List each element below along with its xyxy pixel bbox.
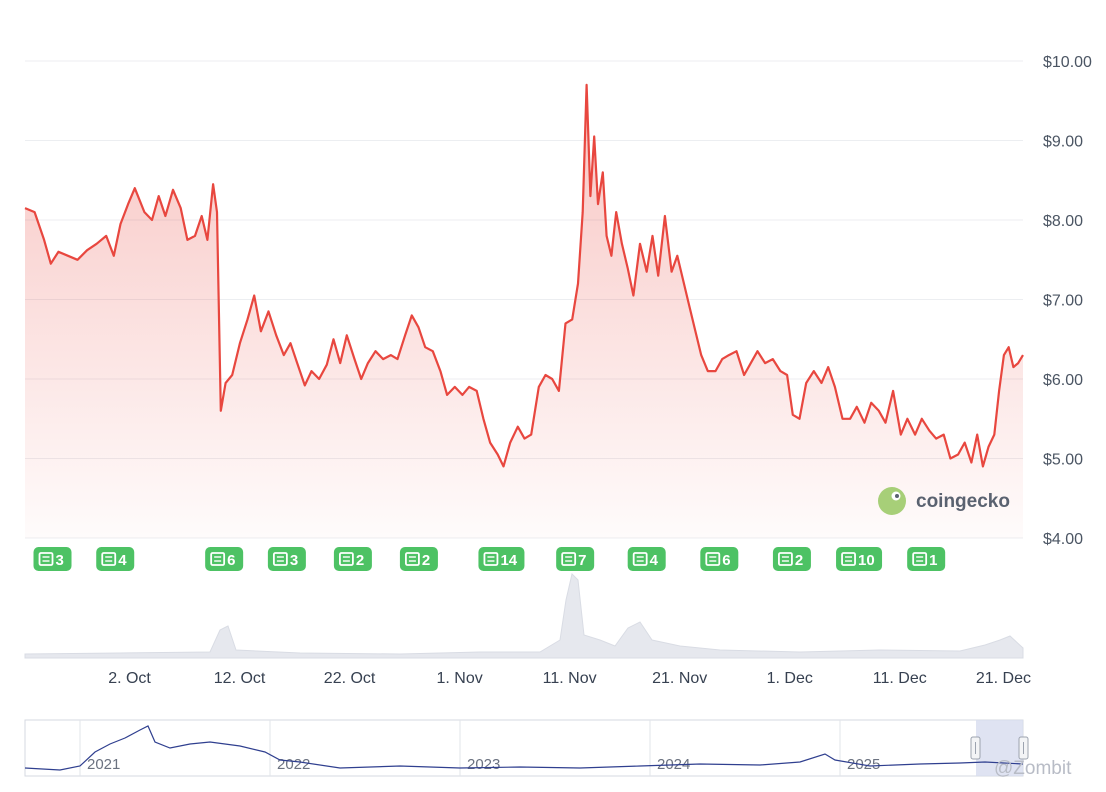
news-badge[interactable]: 2	[772, 547, 811, 571]
news-badges: 3 4 6 3 2 2 14 7 4 6 2 10 1	[33, 547, 946, 571]
news-badge-count: 10	[858, 552, 875, 569]
navigator-year-label: 2022	[277, 756, 310, 773]
x-tick-label: 1. Nov	[437, 670, 483, 687]
y-tick-label: $7.00	[1043, 293, 1083, 310]
x-tick-label: 21. Nov	[652, 670, 707, 687]
news-badge[interactable]: 2	[333, 547, 372, 571]
x-tick-label: 11. Nov	[543, 670, 597, 687]
navigator-selection[interactable]	[976, 720, 1023, 776]
news-badge[interactable]: 4	[96, 547, 135, 571]
news-badge-count: 2	[356, 552, 364, 569]
navigator-line	[24, 725, 1024, 771]
news-badge-count: 4	[650, 552, 659, 569]
news-badge-count: 3	[290, 552, 298, 569]
news-badge[interactable]: 14	[478, 547, 525, 571]
news-badge-count: 2	[422, 552, 430, 569]
news-badge-count: 1	[929, 552, 937, 569]
x-tick-label: 1. Dec	[767, 670, 813, 687]
news-badge-count: 4	[118, 552, 127, 569]
time-navigator[interactable]: 2021 2022 2023 2024 2025	[24, 719, 1029, 777]
volume-area	[24, 573, 1024, 659]
y-tick-label: $5.00	[1043, 452, 1083, 469]
coingecko-logo: coingecko	[878, 487, 1010, 515]
newspaper-icon	[272, 552, 288, 566]
newspaper-icon	[632, 552, 648, 566]
gecko-icon	[878, 487, 906, 515]
newspaper-icon	[778, 552, 793, 566]
price-area	[25, 84, 1023, 539]
y-tick-label: $6.00	[1043, 372, 1083, 389]
y-axis: $10.00 $9.00 $8.00 $7.00 $6.00 $5.00 $4.00	[1043, 54, 1092, 548]
y-tick-label: $8.00	[1043, 213, 1083, 230]
news-badge[interactable]: 6	[205, 547, 244, 571]
news-badge[interactable]: 10	[836, 547, 883, 571]
news-badge[interactable]: 2	[399, 547, 438, 571]
x-tick-label: 2. Oct	[108, 670, 151, 687]
watermark-text: @Zombit	[994, 758, 1072, 779]
newspaper-icon	[101, 552, 117, 566]
y-tick-label: $10.00	[1043, 54, 1092, 71]
news-badge[interactable]: 7	[556, 547, 595, 571]
newspaper-icon	[38, 552, 54, 566]
price-line-series[interactable]	[24, 83, 1024, 468]
news-badge[interactable]: 1	[907, 547, 946, 571]
news-badge[interactable]: 6	[700, 547, 739, 571]
news-badge-count: 6	[227, 552, 235, 569]
newspaper-icon	[705, 552, 721, 566]
navigator-year-label: 2023	[467, 756, 500, 773]
x-axis: 2. Oct 12. Oct 22. Oct 1. Nov 11. Nov 21. Nov…	[108, 670, 1031, 687]
newspaper-icon	[338, 552, 354, 566]
x-tick-label: 12. Oct	[214, 670, 266, 687]
news-badge-count: 6	[722, 552, 730, 569]
logo-text: coingecko	[916, 491, 1010, 512]
x-tick-label: 11. Dec	[873, 670, 927, 687]
newspaper-icon	[841, 552, 856, 566]
x-tick-label: 21. Dec	[976, 670, 1031, 687]
news-badge[interactable]: 3	[267, 547, 306, 571]
news-badge-count: 2	[795, 552, 803, 569]
news-badge-count: 14	[500, 552, 517, 569]
y-tick-label: $4.00	[1043, 531, 1083, 548]
newspaper-icon	[210, 552, 226, 566]
newspaper-icon	[561, 552, 577, 566]
navigator-labels: 2021 2022 2023 2024 2025	[79, 720, 880, 776]
y-tick-label: $9.00	[1043, 134, 1083, 151]
news-badge-count: 7	[578, 552, 586, 569]
news-badge[interactable]: 4	[627, 547, 666, 571]
newspaper-icon	[483, 552, 499, 566]
newspaper-icon	[912, 552, 928, 566]
navigator-year-label: 2021	[87, 756, 120, 773]
gecko-icon-pupil	[895, 494, 899, 498]
newspaper-icon	[405, 552, 420, 566]
news-badge-count: 3	[56, 552, 64, 569]
x-tick-label: 22. Oct	[324, 670, 376, 687]
news-badge[interactable]: 3	[33, 547, 72, 571]
